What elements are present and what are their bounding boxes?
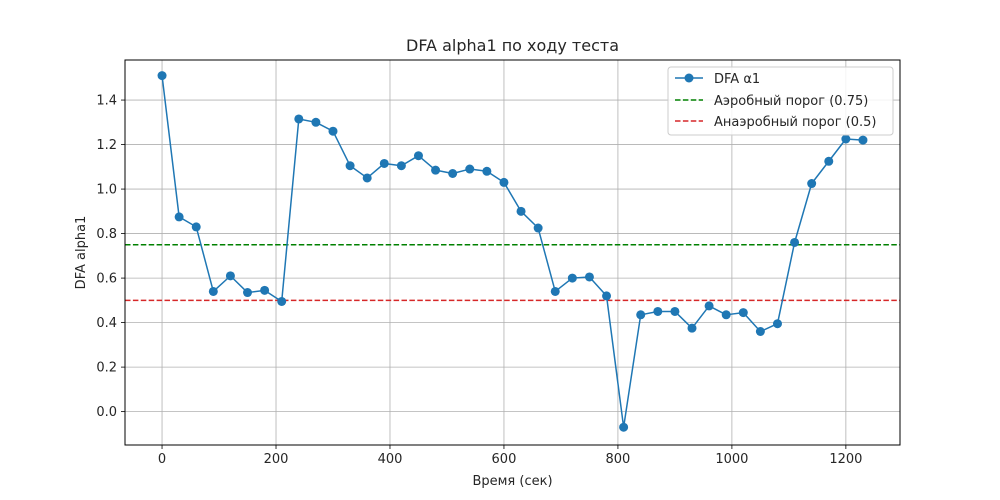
data-point [328, 126, 338, 136]
y-axis-label: DFA alpha1 [74, 216, 89, 290]
data-point [824, 156, 834, 166]
y-tick-label: 0.2 [96, 361, 117, 376]
x-tick-label: 800 [606, 452, 631, 467]
y-tick-label: 0.0 [96, 405, 117, 420]
legend-marker-dfa [684, 73, 694, 83]
data-point [738, 308, 748, 318]
data-point [396, 161, 406, 171]
x-tick-label: 1200 [829, 452, 862, 467]
legend: DFA α1 Аэробный порог (0.75) Анаэробный … [667, 66, 894, 136]
legend-label-aerobic: Аэробный порог (0.75) [714, 94, 868, 109]
y-tick-label: 1.4 [96, 94, 117, 109]
data-point [704, 301, 714, 311]
data-point [516, 206, 526, 216]
data-point [345, 161, 355, 171]
data-point [755, 327, 765, 337]
data-point [602, 291, 612, 301]
data-point [841, 134, 851, 144]
legend-label-dfa: DFA α1 [714, 72, 760, 87]
x-tick-label: 600 [492, 452, 517, 467]
data-point [191, 222, 201, 232]
data-point [277, 296, 287, 306]
x-axis-label: Время (сек) [472, 474, 552, 489]
data-point [772, 319, 782, 329]
x-tick-label: 400 [378, 452, 403, 467]
data-point [567, 273, 577, 283]
data-point [431, 165, 441, 175]
data-point [807, 179, 817, 189]
data-point [157, 71, 167, 81]
data-point [208, 286, 218, 296]
y-tick-label: 0.6 [96, 272, 117, 287]
data-point [584, 272, 594, 282]
data-point [670, 306, 680, 316]
y-tick-label: 0.4 [96, 316, 117, 331]
data-point [174, 212, 184, 222]
data-point [533, 223, 543, 233]
data-point [499, 177, 509, 187]
legend-label-anaerobic: Анаэробный порог (0.5) [714, 115, 877, 130]
y-tick-label: 0.8 [96, 227, 117, 242]
threshold-lines [125, 243, 900, 302]
data-point [687, 323, 697, 333]
data-point [225, 271, 235, 281]
legend-box [667, 66, 894, 136]
plot-frame [124, 59, 901, 446]
data-point [858, 135, 868, 145]
y-tick-label: 1.2 [96, 138, 117, 153]
x-tick-label: 1000 [715, 452, 748, 467]
data-point [311, 117, 321, 127]
data-point [362, 173, 372, 183]
x-tick-label: 200 [264, 452, 289, 467]
data-point [550, 286, 560, 296]
x-axis-ticks: 0 200 400 600 800 1000 1200 [158, 445, 862, 467]
data-point [721, 310, 731, 320]
data-point [243, 288, 253, 298]
grid [125, 60, 900, 445]
series-layer [157, 71, 868, 432]
data-point [465, 164, 475, 174]
data-point [619, 422, 629, 432]
chart-title: DFA alpha1 по ходу теста [406, 36, 619, 55]
x-tick-label: 0 [158, 452, 166, 467]
data-point [260, 285, 270, 295]
data-point [294, 114, 304, 124]
data-point [636, 310, 646, 320]
y-axis-ticks: 0.0 0.2 0.4 0.6 0.8 1.0 1.2 1.4 [96, 94, 125, 420]
data-point [448, 168, 458, 178]
data-point [482, 166, 492, 176]
data-point [653, 306, 663, 316]
data-point [790, 237, 800, 247]
data-point [379, 158, 389, 168]
y-tick-label: 1.0 [96, 183, 117, 198]
data-point [413, 151, 423, 161]
